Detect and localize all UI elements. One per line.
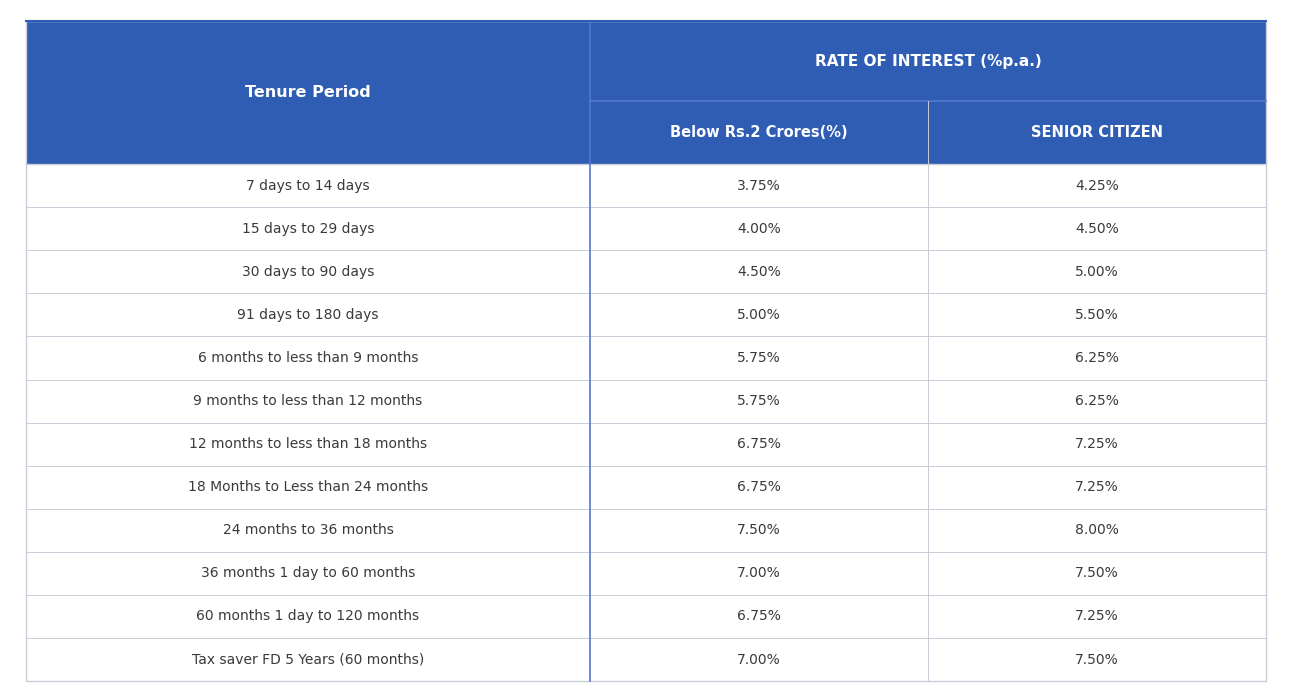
Text: 4.25%: 4.25% [1075,179,1119,193]
Text: 18 Months to Less than 24 months: 18 Months to Less than 24 months [187,480,428,494]
Text: 7.50%: 7.50% [738,523,782,537]
Text: 4.00%: 4.00% [738,222,782,236]
Text: 91 days to 180 days: 91 days to 180 days [238,308,379,322]
Text: 6.25%: 6.25% [1075,351,1119,365]
Text: 7.25%: 7.25% [1075,480,1119,494]
Bar [928,101,1266,164]
Text: 7.50%: 7.50% [1075,653,1119,667]
Text: 12 months to less than 18 months: 12 months to less than 18 months [189,437,428,451]
Bar [928,379,1266,423]
Text: 60 months 1 day to 120 months: 60 months 1 day to 120 months [196,610,420,623]
Text: 24 months to 36 months: 24 months to 36 months [222,523,394,537]
Text: RATE OF INTEREST (%p.a.): RATE OF INTEREST (%p.a.) [815,54,1041,69]
Bar [928,293,1266,336]
Bar [26,509,590,552]
Bar [26,552,590,595]
Text: 36 months 1 day to 60 months: 36 months 1 day to 60 months [200,566,415,580]
Text: 7.50%: 7.50% [1075,566,1119,580]
Bar [26,638,590,681]
Bar [590,250,928,293]
Text: 6 months to less than 9 months: 6 months to less than 9 months [198,351,419,365]
Bar [26,466,590,509]
Bar [928,552,1266,595]
Bar [590,466,928,509]
Bar [928,466,1266,509]
Text: 3.75%: 3.75% [738,179,782,193]
Bar [590,101,928,164]
Text: 6.75%: 6.75% [738,480,782,494]
Text: 5.50%: 5.50% [1075,308,1119,322]
Text: 5.00%: 5.00% [738,308,782,322]
Text: SENIOR CITIZEN: SENIOR CITIZEN [1031,125,1163,140]
Bar [26,379,590,423]
Bar [590,379,928,423]
Bar [26,293,590,336]
Bar [590,552,928,595]
Text: 5.75%: 5.75% [738,351,782,365]
Bar [26,164,590,207]
Bar [928,595,1266,638]
Text: 5.00%: 5.00% [1075,265,1119,279]
Bar [590,595,928,638]
Text: 6.75%: 6.75% [738,610,782,623]
Text: 7.25%: 7.25% [1075,610,1119,623]
Bar [928,336,1266,379]
Bar [928,250,1266,293]
Text: 4.50%: 4.50% [1075,222,1119,236]
Text: 9 months to less than 12 months: 9 months to less than 12 months [194,394,422,408]
Bar [590,336,928,379]
Text: 7 days to 14 days: 7 days to 14 days [247,179,370,193]
Text: 8.00%: 8.00% [1075,523,1119,537]
Text: 15 days to 29 days: 15 days to 29 days [242,222,375,236]
Bar [26,336,590,379]
Text: 7.00%: 7.00% [738,566,782,580]
Bar [590,509,928,552]
Bar [928,509,1266,552]
Bar [928,207,1266,250]
Bar [590,423,928,466]
Bar [590,293,928,336]
Text: 6.25%: 6.25% [1075,394,1119,408]
Text: 6.75%: 6.75% [738,437,782,451]
Text: 4.50%: 4.50% [738,265,782,279]
Bar [928,423,1266,466]
Bar [26,250,590,293]
Text: 7.00%: 7.00% [738,653,782,667]
Text: Below Rs.2 Crores(%): Below Rs.2 Crores(%) [671,125,848,140]
Bar [928,164,1266,207]
Bar [590,207,928,250]
Text: 30 days to 90 days: 30 days to 90 days [242,265,375,279]
Bar [590,638,928,681]
Text: Tax saver FD 5 Years (60 months): Tax saver FD 5 Years (60 months) [193,653,424,667]
Text: 7.25%: 7.25% [1075,437,1119,451]
Bar [26,207,590,250]
Text: 5.75%: 5.75% [738,394,782,408]
Text: Tenure Period: Tenure Period [245,85,371,100]
Bar [590,164,928,207]
Bar [26,423,590,466]
Bar [928,638,1266,681]
Bar [26,595,590,638]
